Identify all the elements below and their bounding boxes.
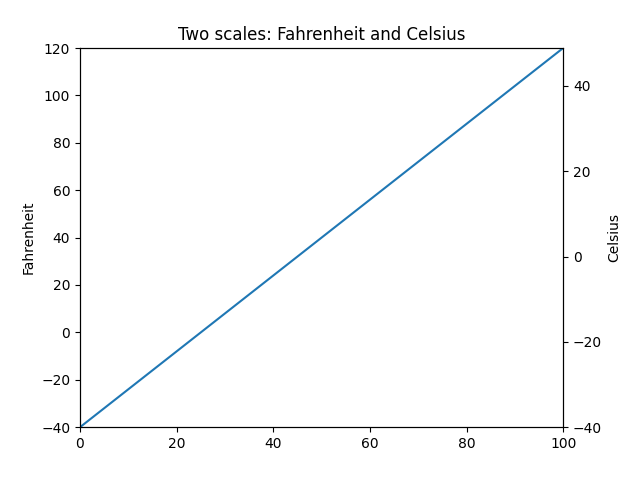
Title: Two scales: Fahrenheit and Celsius: Two scales: Fahrenheit and Celsius	[178, 25, 465, 44]
Y-axis label: Celsius: Celsius	[607, 213, 621, 262]
Y-axis label: Fahrenheit: Fahrenheit	[22, 201, 36, 275]
